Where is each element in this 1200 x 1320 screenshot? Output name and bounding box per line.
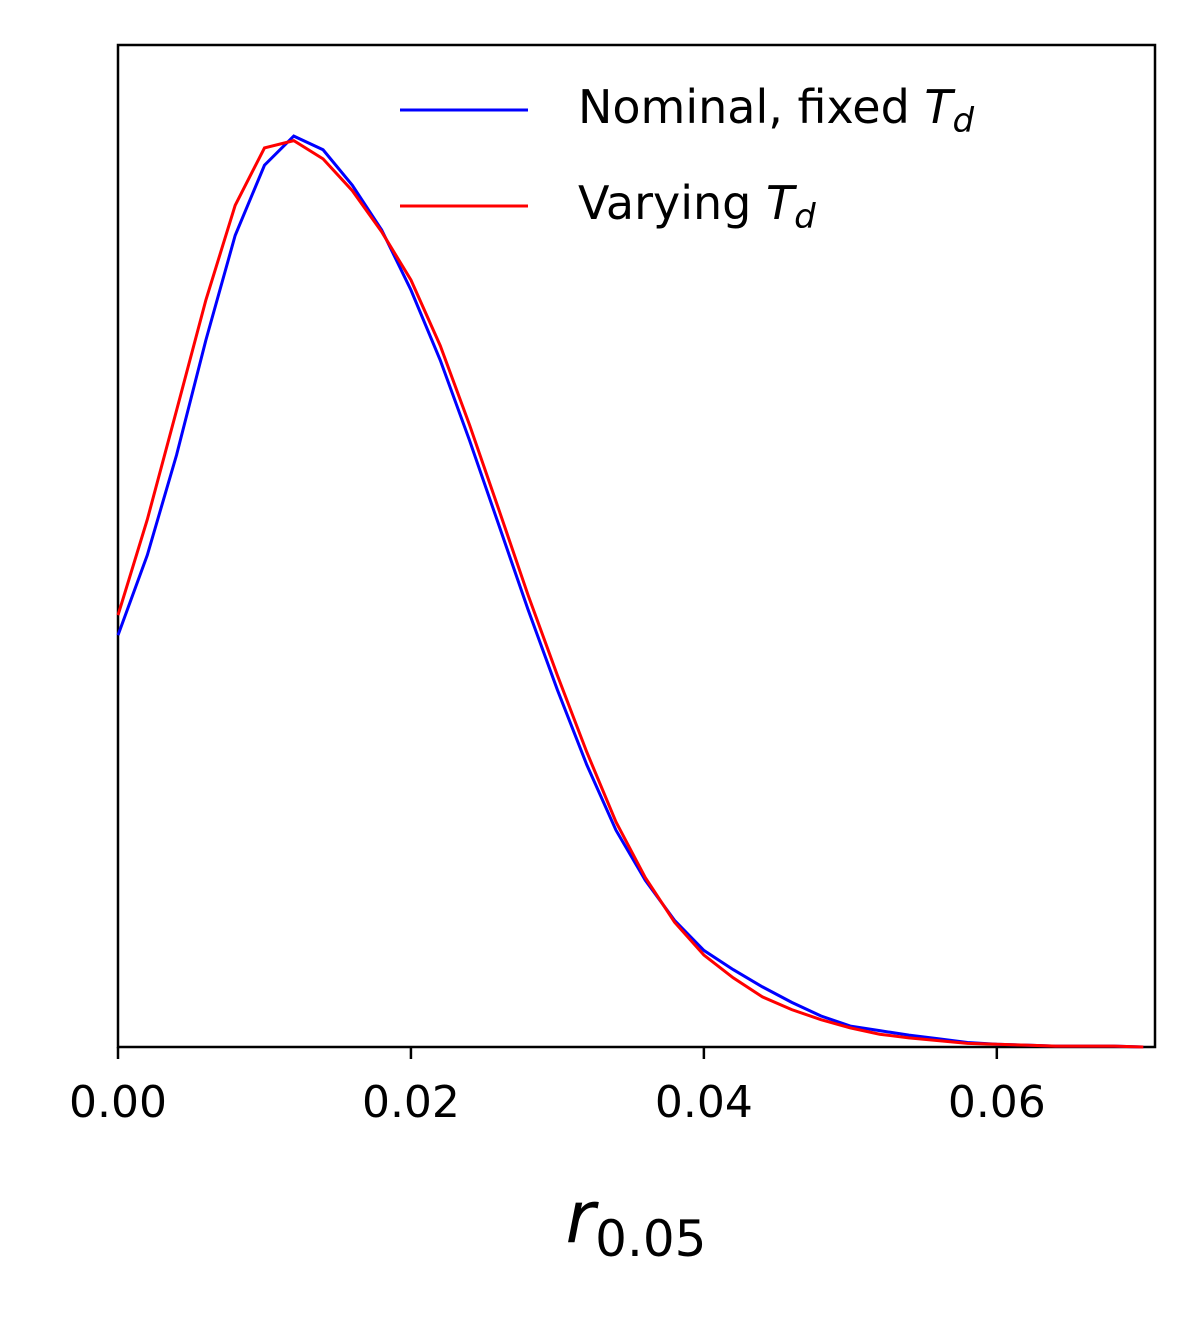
- data-line: [116, 139, 1144, 1049]
- legend-label: Varying Td: [578, 176, 816, 237]
- x-tick-label: 0.06: [948, 1077, 1046, 1128]
- plot-frame: [116, 43, 1157, 1049]
- data-line: [116, 134, 1144, 1049]
- legend-label: Nominal, fixed Td: [578, 80, 975, 141]
- x-tick-label: 0.04: [655, 1077, 753, 1128]
- x-axis-label: r0.05: [566, 1175, 707, 1268]
- x-tick-label: 0.00: [69, 1077, 167, 1128]
- x-tick-label: 0.02: [362, 1077, 460, 1128]
